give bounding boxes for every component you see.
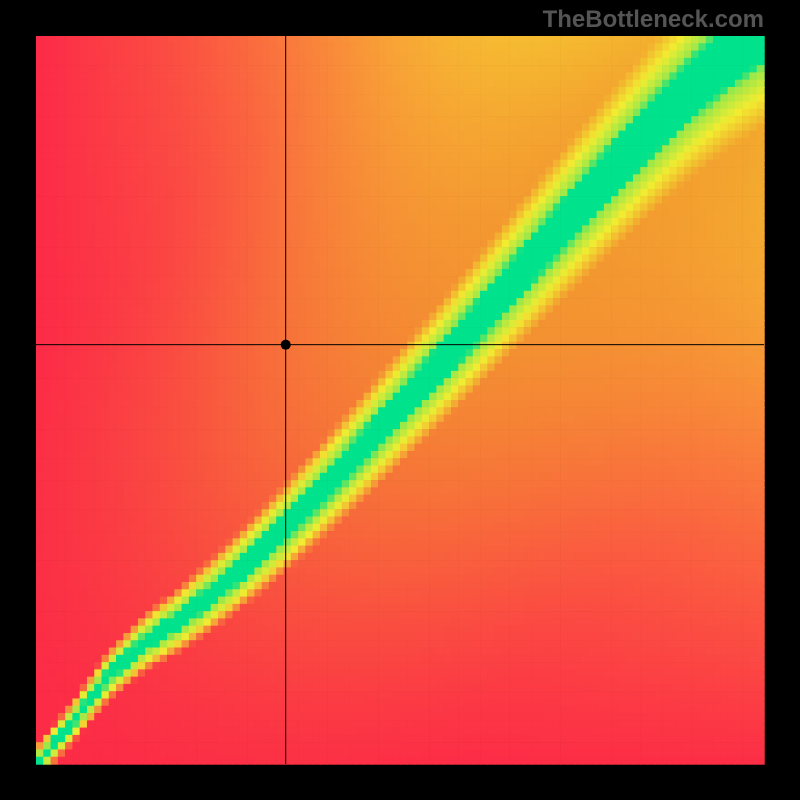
heatmap-canvas	[0, 0, 800, 800]
attribution-text: TheBottleneck.com	[543, 6, 764, 34]
chart-container: TheBottleneck.com	[0, 0, 800, 800]
